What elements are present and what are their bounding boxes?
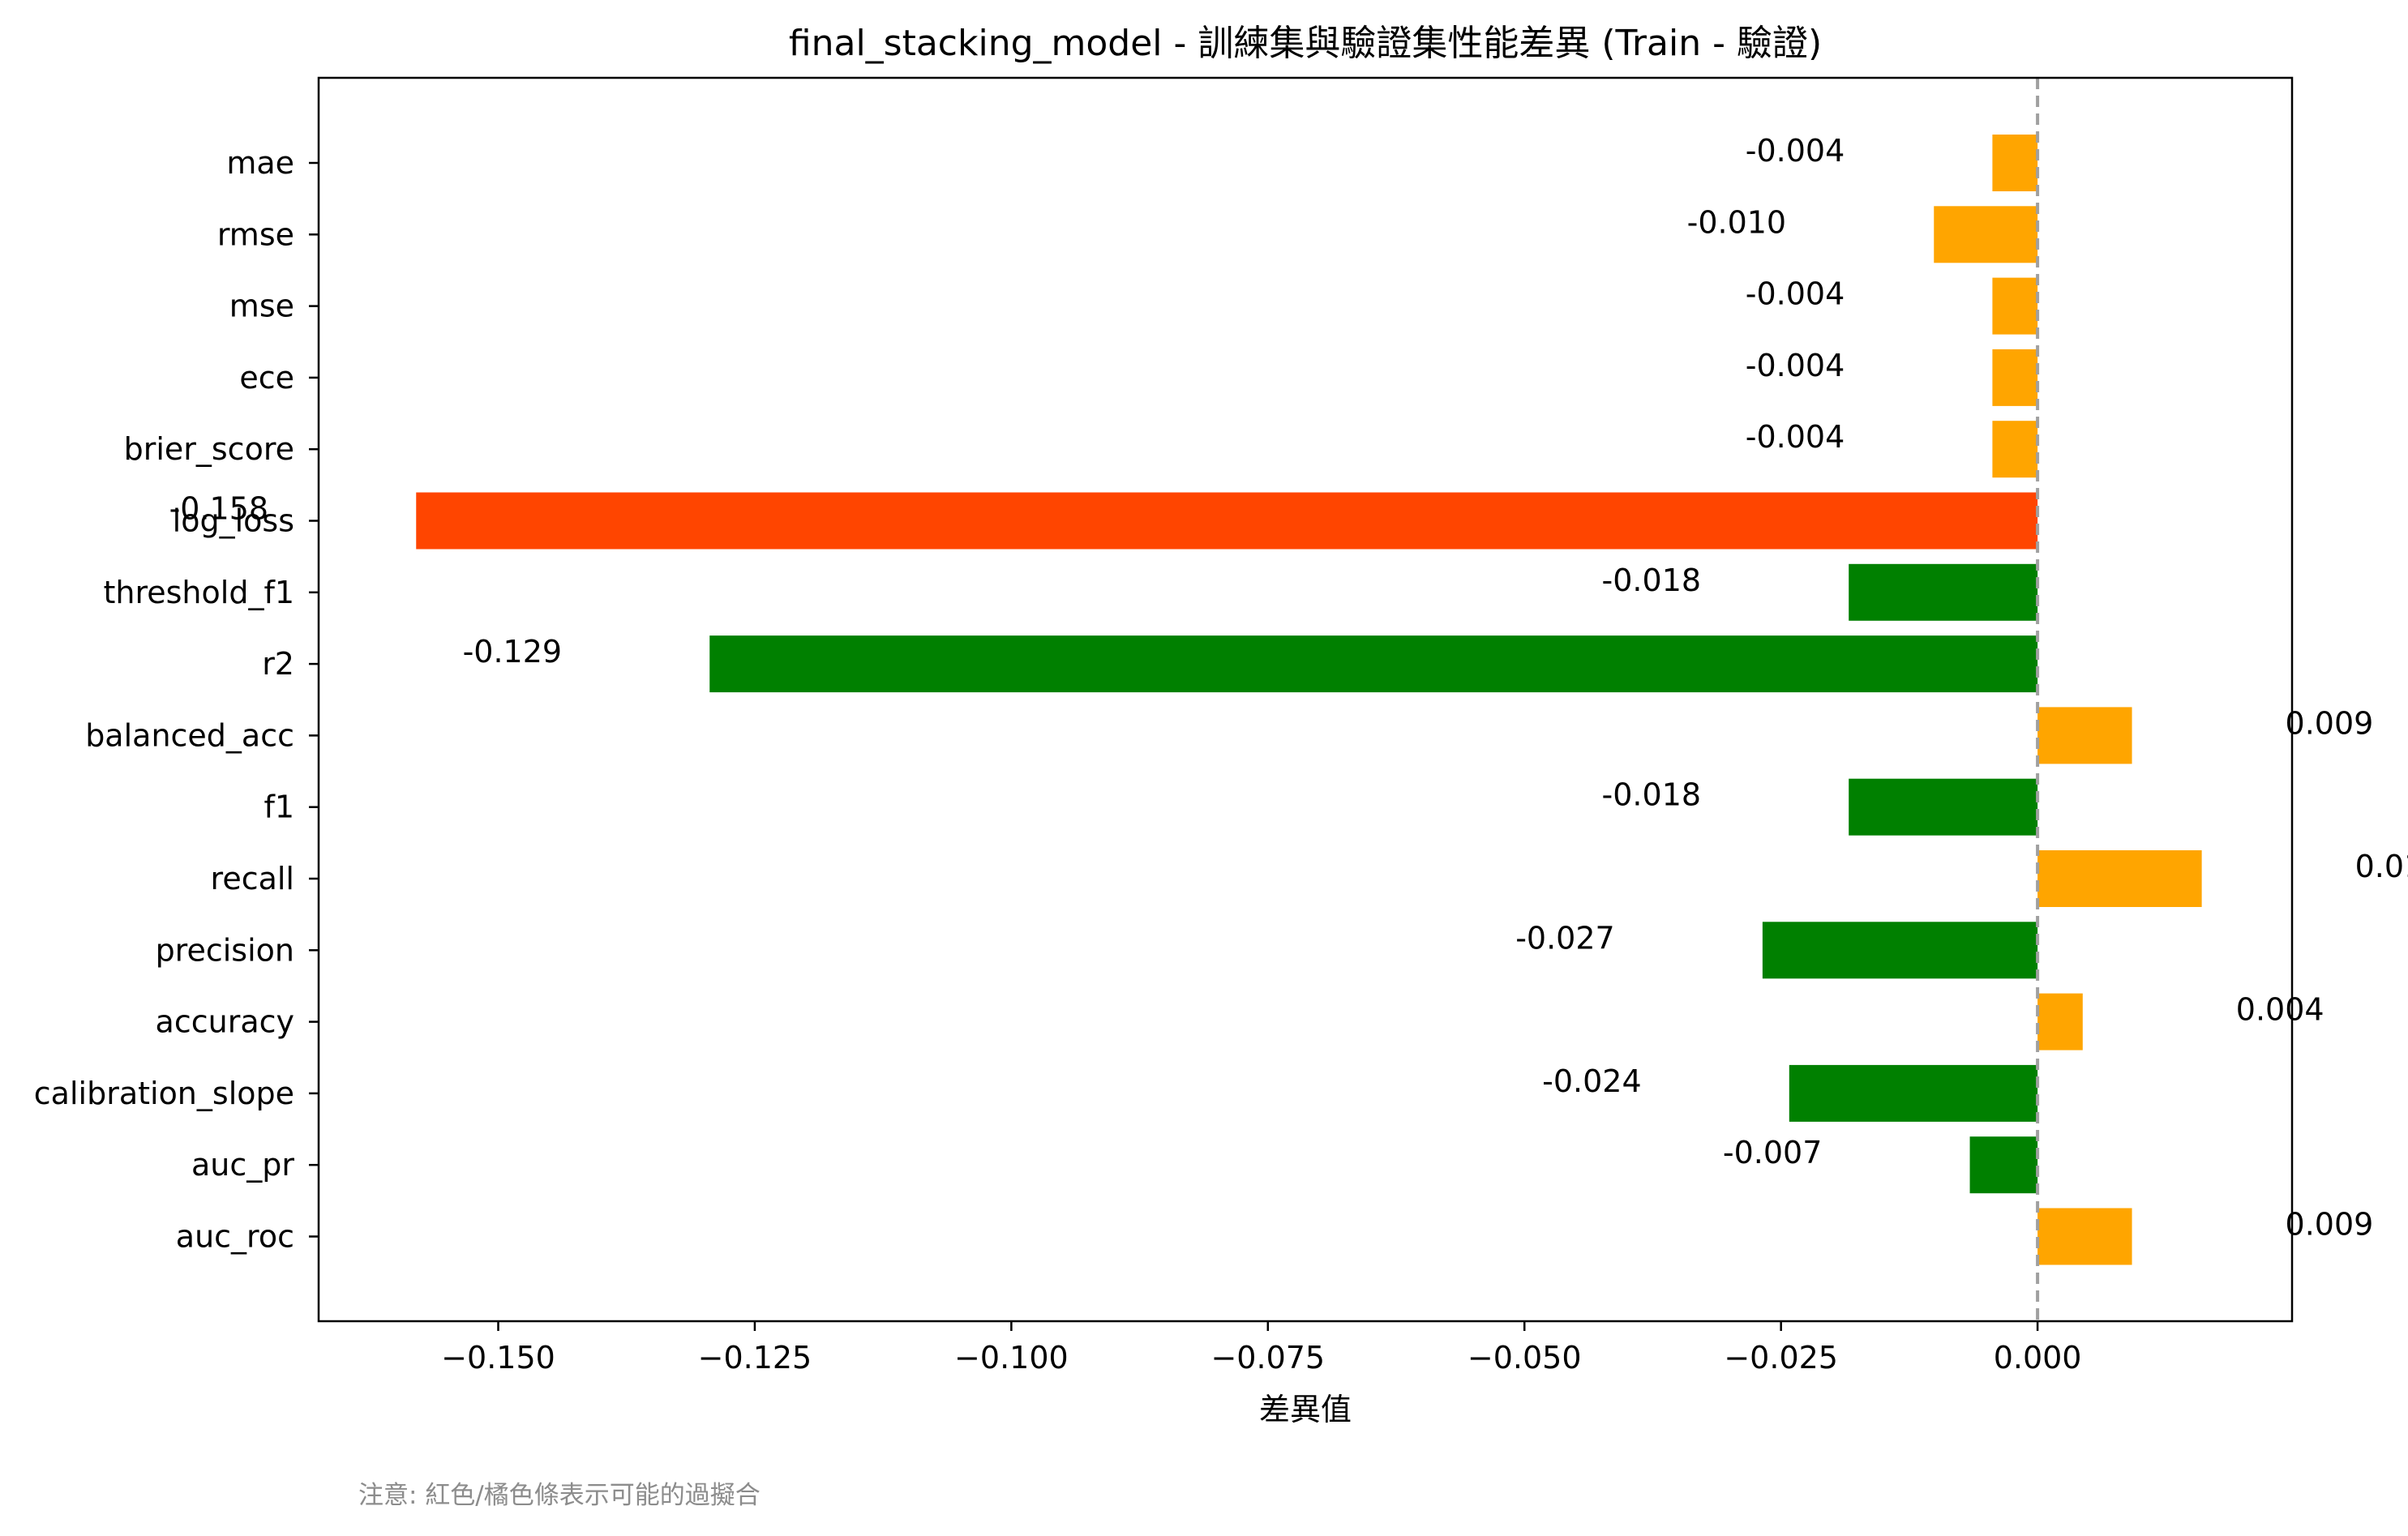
- data-label-threshold_f1: -0.018: [1602, 563, 1702, 598]
- bar-group: [416, 135, 2202, 1265]
- data-label-ece: -0.004: [1746, 348, 1845, 383]
- data-label-balanced_acc: 0.009: [2286, 705, 2374, 741]
- y-tick-label-precision: precision: [156, 932, 294, 968]
- data-label-rmse: -0.010: [1687, 204, 1787, 240]
- bar-f1: [1849, 778, 2038, 836]
- x-tick-label: −0.125: [698, 1340, 812, 1376]
- y-tick-label-log_loss: log_loss: [173, 503, 294, 539]
- chart-title: final_stacking_model - 訓練集與驗證集性能差異 (Trai…: [789, 23, 1822, 64]
- x-tick-label: −0.100: [954, 1340, 1069, 1376]
- y-tick-label-threshold_f1: threshold_f1: [103, 575, 294, 610]
- data-label-recall: 0.016: [2355, 849, 2408, 884]
- data-label-log_loss: -0.158: [169, 491, 269, 527]
- footnote: 注意: 紅色/橘色條表示可能的過擬合: [358, 1481, 761, 1510]
- bar-calibration_slope: [1789, 1064, 2038, 1122]
- x-tick-label: −0.050: [1468, 1340, 1582, 1376]
- bar-brier_score: [1992, 421, 2038, 478]
- data-label-brier_score: -0.004: [1746, 419, 1845, 455]
- y-tick-label-auc_roc: auc_roc: [176, 1219, 294, 1255]
- data-label-calibration_slope: -0.024: [1542, 1063, 1642, 1099]
- bar-recall: [2037, 850, 2202, 907]
- data-label-f1: -0.018: [1602, 777, 1702, 813]
- data-labels: -0.004 -0.010 -0.004 -0.004 -0.004 -0.158 -0.0…: [169, 133, 2408, 1243]
- data-label-accuracy: 0.004: [2236, 992, 2324, 1028]
- y-tick-label-auc_pr: auc_pr: [191, 1147, 294, 1183]
- bar-accuracy: [2037, 993, 2083, 1050]
- x-tick-label: −0.150: [441, 1340, 555, 1376]
- y-tick-label-f1: f1: [264, 789, 294, 825]
- bar-rmse: [1934, 206, 2038, 263]
- y-tick-label-rmse: rmse: [217, 216, 294, 252]
- data-label-mse: -0.004: [1746, 276, 1845, 312]
- data-label-r2: -0.129: [463, 634, 563, 670]
- y-axis: mae rmse mse ece brier_score log_loss threshol…: [34, 145, 319, 1255]
- data-label-auc_roc: 0.009: [2286, 1207, 2374, 1243]
- y-tick-label-calibration_slope: calibration_slope: [34, 1076, 294, 1111]
- bar-mse: [1992, 277, 2038, 335]
- x-tick-label: 0.000: [1994, 1340, 2082, 1376]
- bar-balanced_acc: [2037, 707, 2132, 764]
- bar-log_loss: [416, 492, 2038, 550]
- x-axis-label: 差異值: [1259, 1392, 1352, 1427]
- y-tick-label-ece: ece: [239, 360, 294, 396]
- y-tick-label-balanced_acc: balanced_acc: [85, 717, 294, 753]
- data-label-auc_pr: -0.007: [1723, 1135, 1823, 1170]
- bar-threshold_f1: [1849, 563, 2038, 621]
- x-axis: −0.150 −0.125 −0.100 −0.075 −0.050 −0.025 0.00…: [441, 1321, 2081, 1376]
- data-label-mae: -0.004: [1746, 133, 1845, 169]
- x-tick-label: −0.025: [1724, 1340, 1838, 1376]
- y-tick-label-mae: mae: [226, 145, 294, 181]
- plot-frame: [317, 76, 2294, 1323]
- y-tick-label-r2: r2: [262, 646, 294, 682]
- bar-precision: [1762, 922, 2038, 979]
- bar-r2: [709, 635, 2038, 693]
- bar-auc_pr: [1969, 1136, 2038, 1194]
- x-tick-label: −0.075: [1210, 1340, 1325, 1376]
- y-tick-label-recall: recall: [211, 861, 294, 896]
- y-tick-label-mse: mse: [229, 289, 294, 324]
- data-label-precision: -0.027: [1515, 920, 1615, 956]
- bar-ece: [1992, 349, 2038, 406]
- y-tick-label-accuracy: accuracy: [156, 1004, 294, 1040]
- bar-auc_roc: [2037, 1208, 2132, 1265]
- bar-mae: [1992, 135, 2038, 191]
- y-tick-label-brier_score: brier_score: [124, 431, 294, 467]
